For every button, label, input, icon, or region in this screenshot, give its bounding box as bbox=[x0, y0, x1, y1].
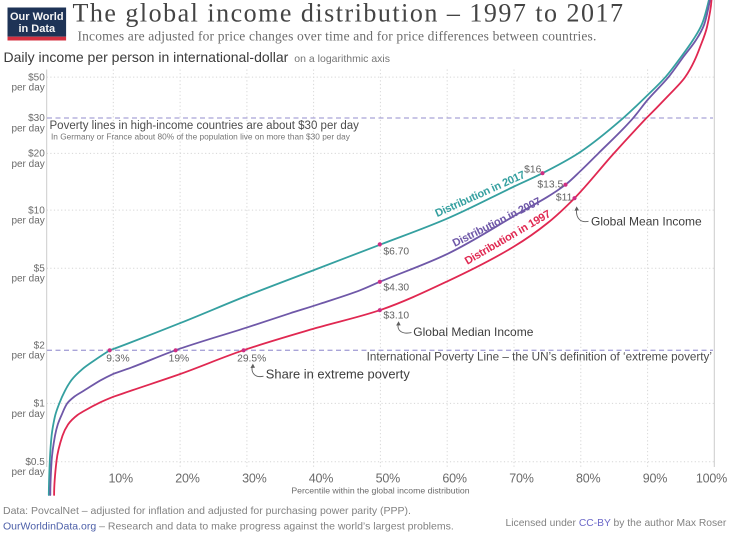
svg-text:OurWorldinData.org – Research: OurWorldinData.org – Research and data t… bbox=[3, 521, 454, 533]
svg-text:$6.70: $6.70 bbox=[383, 246, 409, 257]
svg-text:$2: $2 bbox=[34, 340, 46, 351]
svg-text:per day: per day bbox=[11, 123, 44, 134]
svg-text:60%: 60% bbox=[442, 471, 467, 485]
svg-text:per day: per day bbox=[11, 216, 44, 227]
svg-text:$3.10: $3.10 bbox=[383, 310, 409, 321]
svg-text:Our World: Our World bbox=[10, 11, 64, 23]
svg-text:$0.5: $0.5 bbox=[25, 457, 45, 468]
svg-text:per day: per day bbox=[11, 159, 44, 170]
svg-text:$5: $5 bbox=[34, 263, 46, 274]
svg-text:per day: per day bbox=[11, 409, 44, 420]
svg-text:29.5%: 29.5% bbox=[237, 353, 266, 364]
svg-text:In Germany or France about 80%: In Germany or France about 80% of the po… bbox=[51, 132, 351, 142]
svg-text:Percentile within the global i: Percentile within the global income dist… bbox=[291, 486, 469, 496]
svg-text:80%: 80% bbox=[576, 471, 601, 485]
svg-text:Global Median Income: Global Median Income bbox=[413, 325, 533, 339]
svg-text:Poverty lines in high-income c: Poverty lines in high-income countries a… bbox=[50, 120, 360, 132]
svg-text:per day: per day bbox=[11, 83, 44, 94]
svg-text:Share in extreme poverty: Share in extreme poverty bbox=[266, 367, 411, 382]
svg-text:The global income distribution: The global income distribution – 1997 to… bbox=[73, 0, 625, 28]
svg-text:100%: 100% bbox=[696, 471, 727, 485]
svg-text:$20: $20 bbox=[28, 149, 45, 160]
svg-text:30%: 30% bbox=[242, 471, 267, 485]
svg-text:$50: $50 bbox=[28, 72, 45, 83]
svg-text:$10: $10 bbox=[28, 205, 45, 216]
svg-text:9.3%: 9.3% bbox=[106, 353, 129, 364]
svg-text:Global Mean Income: Global Mean Income bbox=[591, 214, 702, 228]
svg-text:International Poverty Line – t: International Poverty Line – the UN’s de… bbox=[367, 351, 712, 364]
svg-text:$16: $16 bbox=[524, 164, 541, 175]
svg-text:Incomes are adjusted for price: Incomes are adjusted for price changes o… bbox=[78, 29, 597, 44]
svg-text:50%: 50% bbox=[376, 471, 401, 485]
svg-text:40%: 40% bbox=[309, 471, 334, 485]
svg-text:$4.30: $4.30 bbox=[383, 282, 409, 293]
svg-text:10%: 10% bbox=[108, 471, 133, 485]
svg-text:Licensed under CC-BY by the au: Licensed under CC-BY by the author Max R… bbox=[506, 518, 727, 529]
svg-text:20%: 20% bbox=[175, 471, 200, 485]
svg-text:$1: $1 bbox=[34, 399, 46, 410]
svg-text:90%: 90% bbox=[643, 471, 668, 485]
svg-text:$13.5: $13.5 bbox=[537, 180, 563, 191]
svg-text:on a logarithmic axis: on a logarithmic axis bbox=[294, 53, 390, 65]
svg-text:$30: $30 bbox=[28, 113, 45, 124]
svg-text:70%: 70% bbox=[509, 471, 534, 485]
svg-text:19%: 19% bbox=[169, 353, 190, 364]
svg-text:in Data: in Data bbox=[18, 23, 56, 35]
svg-text:$11: $11 bbox=[556, 193, 573, 204]
svg-text:Daily income per person in int: Daily income per person in international… bbox=[4, 49, 289, 65]
svg-text:Data: PovcalNet – adjusted for: Data: PovcalNet – adjusted for inflation… bbox=[3, 505, 411, 517]
svg-text:per day: per day bbox=[11, 467, 44, 478]
svg-text:per day: per day bbox=[11, 274, 44, 285]
svg-text:per day: per day bbox=[11, 351, 44, 362]
